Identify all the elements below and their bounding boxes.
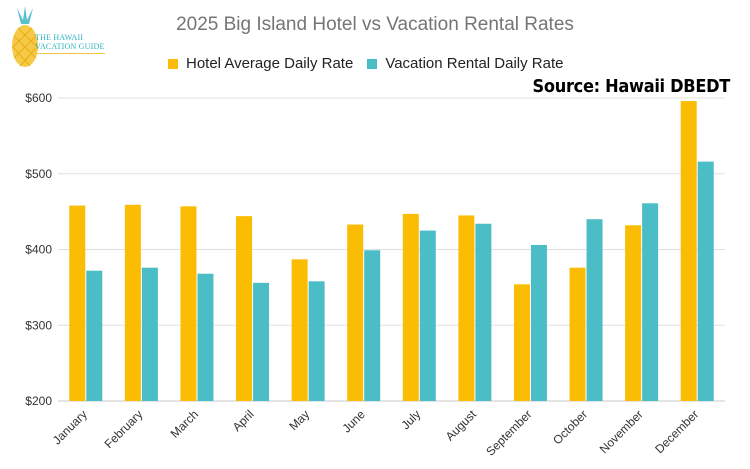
logo-line1: THE HAWAII (35, 33, 84, 42)
legend-label-vacation: Vacation Rental Daily Rate (385, 55, 564, 72)
legend-label-hotel: Hotel Average Daily Rate (186, 55, 354, 72)
bar-hotel (180, 206, 197, 401)
x-tick-label: October (550, 407, 590, 447)
legend-swatch-hotel (168, 58, 178, 69)
y-tick-label: $600 (25, 91, 52, 105)
bar-vacation-rental (141, 267, 158, 401)
bar-hotel (569, 267, 586, 401)
bar-vacation-rental (586, 219, 603, 401)
bar-vacation-rental (197, 273, 214, 401)
bar-vacation-rental (86, 270, 103, 401)
bar-vacation-rental (253, 282, 270, 401)
bar-vacation-rental (419, 230, 436, 401)
legend-swatch-vacation (367, 58, 378, 69)
legend-item-vacation: Vacation Rental Daily Rate (367, 55, 563, 72)
bar-hotel (625, 225, 642, 401)
bar-hotel (402, 213, 419, 401)
logo-underline (35, 53, 105, 54)
chart-title: 2025 Big Island Hotel vs Vacation Rental… (176, 14, 574, 35)
x-tick-label: February (102, 407, 146, 451)
bar-vacation-rental (475, 223, 492, 401)
bar-hotel (236, 216, 253, 401)
x-tick-label: March (168, 407, 201, 440)
bar-vacation-rental (697, 161, 714, 401)
pineapple-icon (11, 6, 39, 67)
y-tick-label: $500 (25, 167, 52, 181)
x-tick-label: July (398, 407, 423, 432)
bar-vacation-rental (364, 250, 381, 401)
bar-hotel (291, 259, 308, 401)
x-tick-label: December (652, 407, 701, 456)
bar-vacation-rental (530, 244, 547, 401)
bar-hotel (513, 284, 530, 401)
legend-item-hotel: Hotel Average Daily Rate (168, 55, 353, 72)
x-tick-label: September (483, 407, 534, 458)
bar-hotel (69, 205, 86, 401)
x-tick-label: June (340, 407, 369, 436)
x-tick-label: May (286, 407, 312, 433)
y-tick-label: $300 (25, 318, 52, 332)
pineapple-logo: THE HAWAII VACATION GUIDE (2, 4, 112, 68)
x-tick-label: August (443, 407, 480, 444)
y-tick-label: $200 (25, 394, 52, 408)
bar-hotel (680, 101, 697, 401)
x-tick-label: April (230, 407, 257, 434)
legend: Hotel Average Daily Rate Vacation Rental… (168, 55, 577, 72)
y-tick-label: $400 (25, 243, 52, 257)
logo-text: THE HAWAII VACATION GUIDE (35, 33, 105, 51)
source-note: Source: Hawaii DBEDT (532, 76, 731, 97)
bar-hotel (347, 224, 364, 401)
bar-hotel (458, 215, 475, 401)
x-tick-label: November (597, 407, 646, 456)
bar-vacation-rental (642, 203, 659, 401)
bar-hotel (124, 204, 141, 401)
bar-vacation-rental (308, 281, 325, 401)
logo-line2: VACATION GUIDE (35, 42, 105, 51)
x-tick-label: January (50, 407, 90, 447)
